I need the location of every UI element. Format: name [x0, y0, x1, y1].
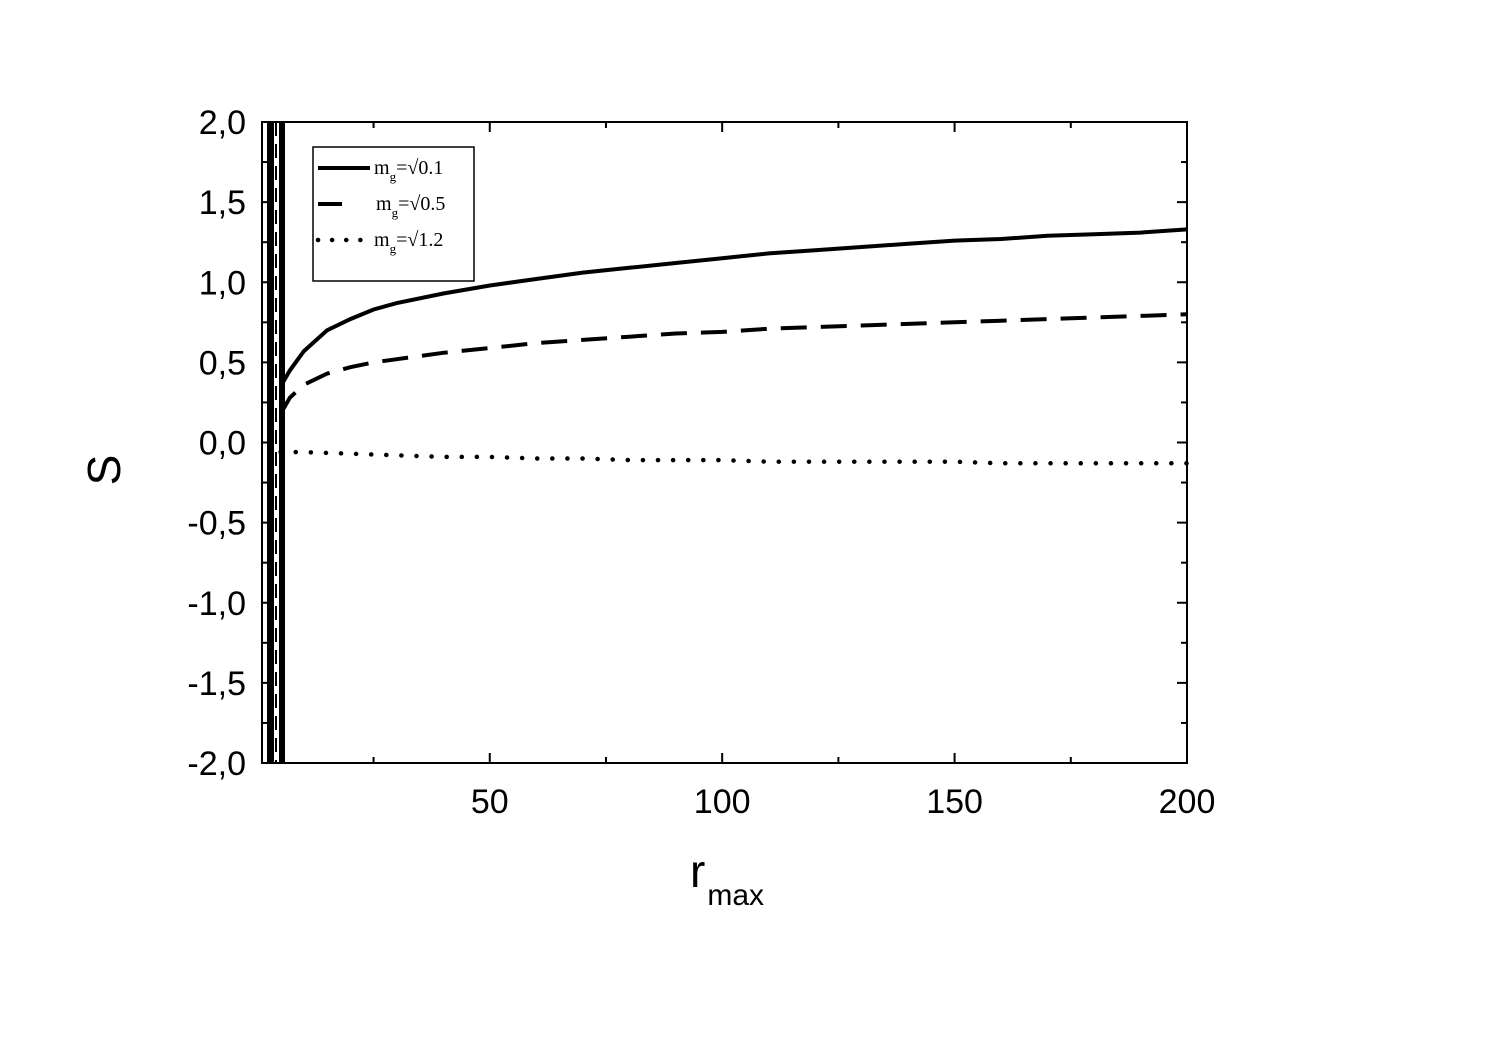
x-tick-label: 150 — [926, 783, 983, 821]
x-axis-label-main: r — [690, 845, 705, 897]
series-line-3 — [278, 449, 1190, 466]
y-tick-label: -1,0 — [187, 585, 246, 623]
x-tick-label: 200 — [1159, 783, 1216, 821]
y-tick-label: -1,5 — [187, 665, 246, 703]
y-tick-label: -0,5 — [187, 505, 246, 543]
axis-ticks — [262, 121, 1188, 764]
legend: mg=√0.1mg=√0.5mg=√1.2 — [312, 146, 475, 282]
divergence-bar-2 — [279, 122, 285, 763]
legend-label-rest: =√1.2 — [396, 229, 443, 251]
y-tick-label: -2,0 — [187, 745, 246, 783]
y-tick-label: 1,0 — [199, 264, 246, 302]
x-axis-label-subscript: max — [707, 879, 764, 912]
legend-label-subscript: g — [390, 169, 397, 184]
x-tick-label: 100 — [694, 783, 751, 821]
legend-label-rest: =√0.1 — [396, 157, 443, 179]
legend-label-main: m — [376, 193, 392, 215]
series-line-2 — [278, 312, 1188, 415]
x-axis-label: rmax — [690, 845, 764, 912]
x-tick-label: 50 — [471, 783, 509, 821]
y-tick-label: 1,5 — [199, 184, 246, 222]
legend-label-rest: =√0.5 — [398, 193, 445, 215]
legend-label-1: mg=√0.1 — [374, 157, 443, 184]
legend-label-2: mg=√0.5 — [376, 193, 445, 220]
legend-label-main: m — [374, 157, 390, 179]
tick-labels: 50 100 150 200 -2,0 -1,5 -1,0 -0,5 0,0 0,5 1,0 1,5 2… — [187, 104, 1215, 821]
y-axis-label: S — [78, 455, 130, 486]
y-tick-label: 0,5 — [199, 344, 246, 382]
series-layer — [278, 227, 1190, 466]
legend-label-subscript: g — [392, 205, 399, 220]
series-line-1 — [278, 227, 1188, 388]
y-tick-label: 2,0 — [199, 104, 246, 142]
legend-label-subscript: g — [390, 241, 397, 256]
y-tick-label: 0,0 — [199, 425, 246, 463]
legend-label-main: m — [374, 229, 390, 251]
legend-label-3: mg=√1.2 — [374, 229, 443, 256]
